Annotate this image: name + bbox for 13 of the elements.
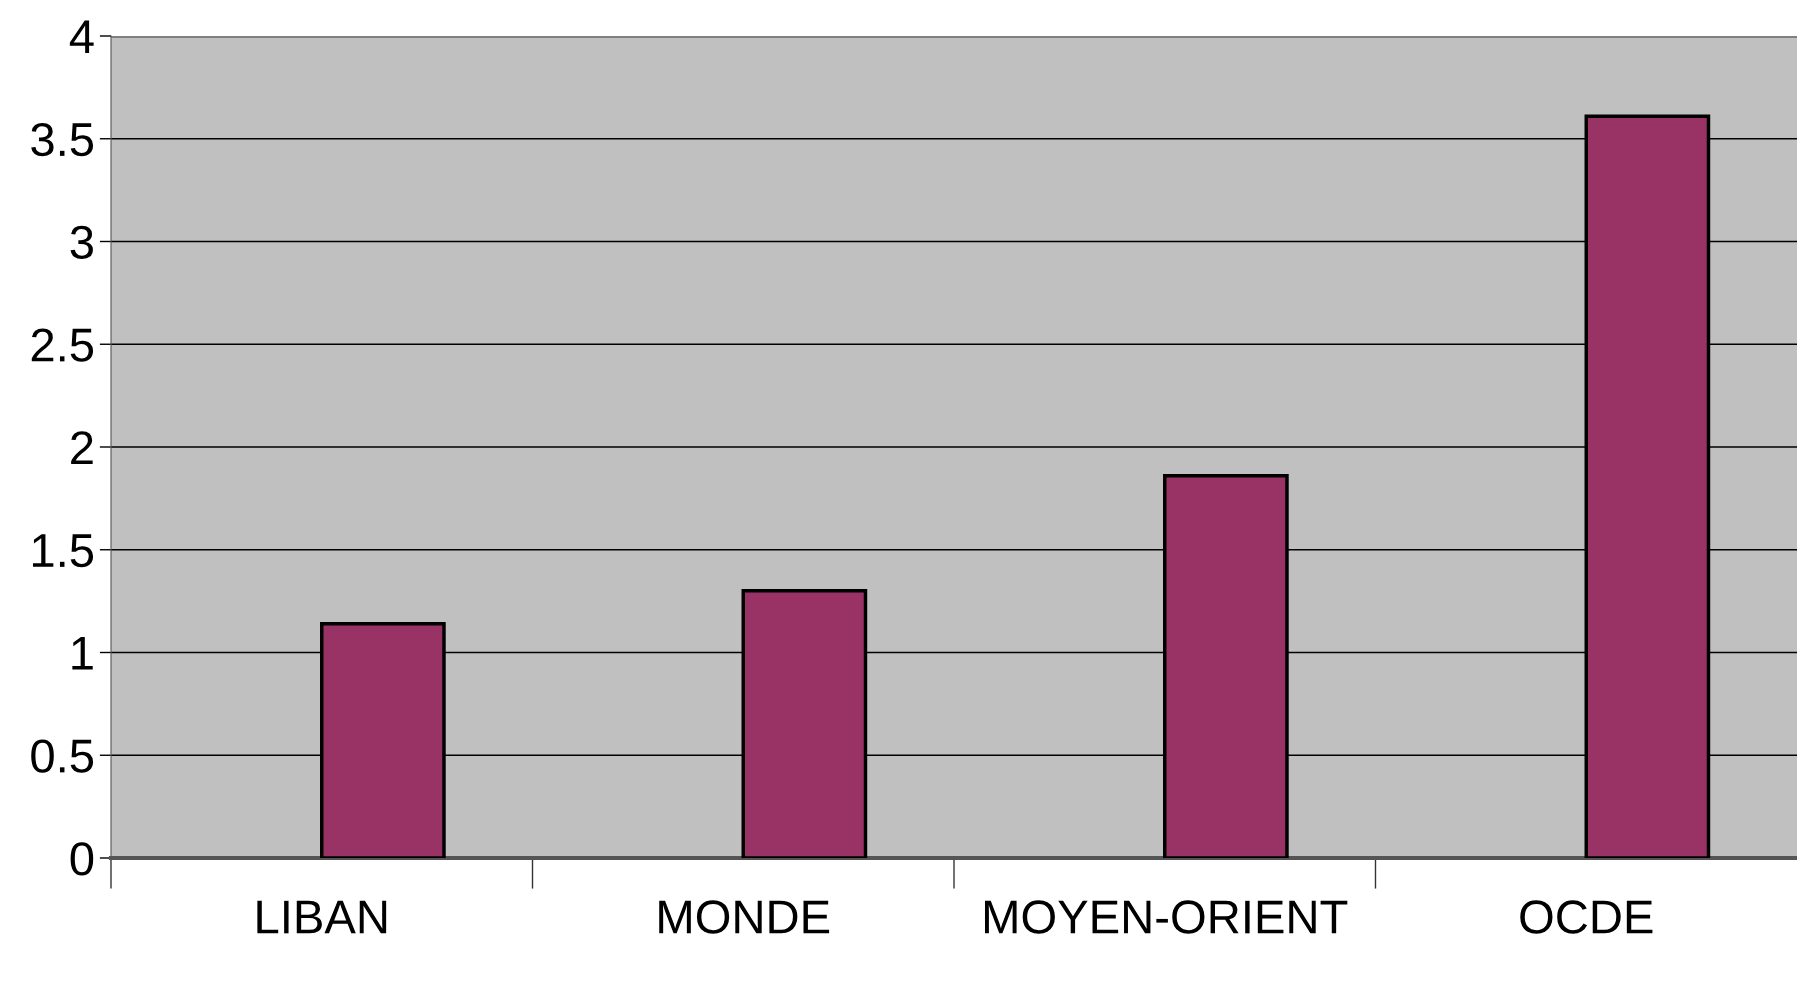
y-tick-label: 1 bbox=[72, 637, 93, 670]
y-tick-label: 2 bbox=[71, 431, 93, 465]
y-tick-label: 3 bbox=[70, 225, 93, 260]
y-tick-label: 4 bbox=[69, 20, 94, 54]
y-tick-label: 1.5 bbox=[32, 534, 94, 568]
y-tick-label: 0 bbox=[70, 842, 94, 876]
x-tick-label: MONDE bbox=[659, 900, 830, 934]
y-tick-label: 3.5 bbox=[31, 122, 94, 157]
y-tick-label: 0.5 bbox=[31, 739, 94, 773]
x-tick-label: LIBAN bbox=[257, 900, 387, 934]
y-tick-label: 2.5 bbox=[31, 328, 94, 362]
x-tick-label: OCDE bbox=[1520, 900, 1653, 934]
x-tick-label: MOYEN-ORIENT bbox=[984, 900, 1348, 934]
